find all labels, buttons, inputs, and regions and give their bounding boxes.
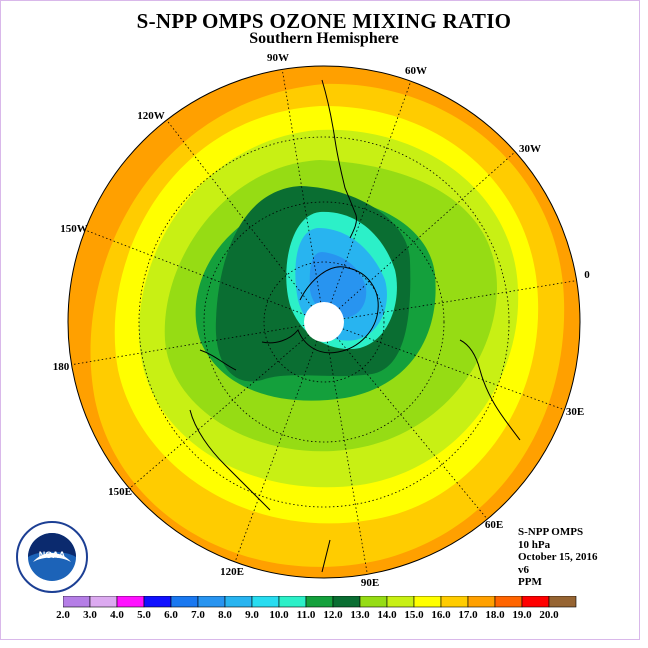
colorbar-tick-label: 14.0 [377, 609, 397, 621]
colorbar-swatch [89, 596, 118, 608]
graticule [69, 67, 580, 578]
colorbar [63, 596, 577, 608]
colorbar-tick-label: 12.0 [323, 609, 343, 621]
field-7ppm [309, 252, 367, 318]
colorbar-swatch [521, 596, 550, 608]
coastlines [189, 79, 521, 573]
colorbar-swatch [494, 596, 523, 608]
lon-label-90e: 90E [361, 577, 379, 589]
colorbar-tick-label: 2.0 [56, 609, 70, 621]
colorbar-swatch [440, 596, 469, 608]
colorbar-tick-label: 4.0 [110, 609, 124, 621]
colorbar-tick-label: 7.0 [191, 609, 205, 621]
colorbar-swatch [548, 596, 577, 608]
lon-label-120w: 120W [137, 110, 165, 122]
lon-label-60e: 60E [485, 519, 503, 531]
colorbar-swatch [413, 596, 442, 608]
pole-missing-data [304, 302, 344, 342]
lon-label-60w: 60W [405, 65, 427, 77]
colorbar-swatch [197, 596, 226, 608]
lon-label-30w: 30W [519, 143, 541, 155]
info-version: v6 [518, 563, 529, 576]
map-info-block: S-NPP OMPS 10 hPa October 15, 2016 v6 PP… [518, 526, 598, 589]
lon-label-180: 180 [53, 361, 70, 373]
colorbar-tick-label: 3.0 [83, 609, 97, 621]
colorbar-swatch [467, 596, 496, 608]
map-title: S-NPP OMPS OZONE MIXING RATIO [136, 9, 512, 33]
colorbar-swatch [332, 596, 361, 608]
colorbar-tick-label: 18.0 [485, 609, 505, 621]
lon-label-120e: 120E [220, 566, 244, 578]
colorbar-swatch [63, 596, 91, 608]
info-units: PPM [518, 576, 542, 588]
colorbar-tick-label: 16.0 [431, 609, 451, 621]
colorbar-tick-label: 6.0 [164, 609, 178, 621]
noaa-logo-text: NOAA [39, 550, 66, 560]
info-pressure-level: 10 hPa [518, 538, 551, 551]
map-subtitle: Southern Hemisphere [249, 30, 399, 47]
colorbar-tick-label: 19.0 [512, 609, 532, 621]
noaa-logo: NOAA [16, 521, 88, 593]
colorbar-swatch [251, 596, 280, 608]
lon-label-150e: 150E [108, 486, 132, 498]
lon-label-30e: 30E [566, 406, 584, 418]
info-date: October 15, 2016 [518, 551, 598, 563]
colorbar-swatch [170, 596, 199, 608]
colorbar-tick-label: 11.0 [296, 609, 316, 621]
colorbar-tick-label: 8.0 [218, 609, 232, 621]
colorbar-tick-label: 15.0 [404, 609, 424, 621]
colorbar-tick-label: 20.0 [539, 609, 559, 621]
lon-label-90w: 90W [267, 52, 289, 64]
colorbar-swatch [224, 596, 253, 608]
lon-label-0: 0 [584, 269, 590, 281]
colorbar-swatch [143, 596, 172, 608]
colorbar-swatch [116, 596, 145, 608]
colorbar-swatch [386, 596, 415, 608]
colorbar-tick-label: 10.0 [269, 609, 289, 621]
colorbar-tick-label: 9.0 [245, 609, 259, 621]
info-instrument: S-NPP OMPS [518, 526, 584, 538]
map-boundary [67, 65, 581, 579]
colorbar-tick-label: 13.0 [350, 609, 370, 621]
colorbar-swatch [278, 596, 307, 608]
colorbar-swatch [359, 596, 388, 608]
colorbar-tick-label: 17.0 [458, 609, 478, 621]
lon-label-150w: 150W [60, 223, 88, 235]
colorbar-swatch [305, 596, 334, 608]
colorbar-tick-label: 5.0 [137, 609, 151, 621]
longitude-labels: 90W 60W 30W 0 30E 60E 90E 120E 150E 180 … [53, 52, 591, 589]
page-frame [0, 0, 640, 640]
